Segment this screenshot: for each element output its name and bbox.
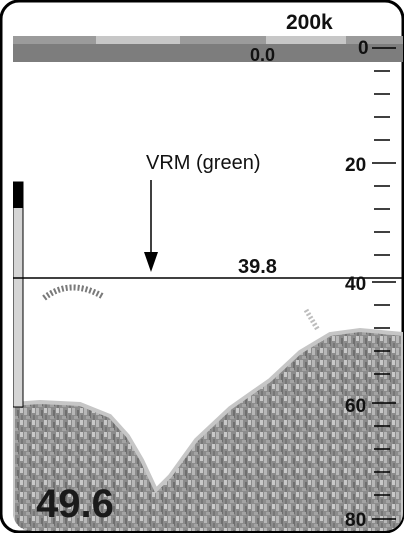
depth-scale-label-20: 20: [345, 155, 367, 176]
shift-value: 0.0: [250, 45, 276, 65]
depth-scale-label-0: 0: [358, 38, 369, 59]
depth-scale-label-60: 60: [345, 396, 367, 417]
seabed-echo: [13, 327, 403, 531]
frequency-label: 200k: [286, 11, 333, 34]
vrm-depth-readout: 39.8: [238, 256, 277, 278]
color-bar-bottom: [13, 44, 403, 62]
color-bar-top: [13, 36, 403, 44]
depth-scale-label-40: 40: [345, 274, 367, 295]
depth-scale-label-80: 80: [345, 510, 367, 531]
vrm-annotation: VRM (green): [146, 152, 261, 174]
fish-echo: [42, 284, 104, 301]
gain-scale: [13, 181, 24, 408]
depth-scale: [372, 47, 396, 520]
current-depth-readout: 49.6: [36, 482, 114, 526]
